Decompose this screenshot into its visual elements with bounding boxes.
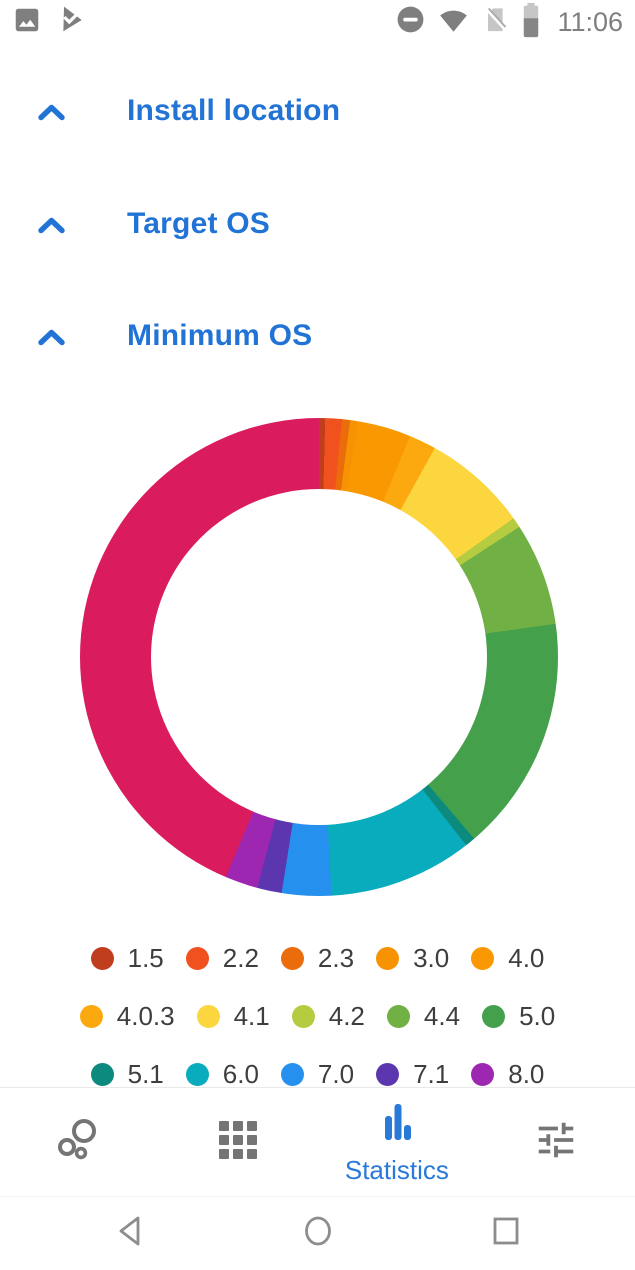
section-target-os[interactable]: Target OS	[0, 207, 635, 243]
status-time: 11:06	[557, 6, 623, 37]
legend-item: 4.0.3	[79, 1000, 175, 1032]
section-title[interactable]: Install location	[127, 94, 341, 127]
legend-color-dot	[471, 946, 495, 970]
section-title[interactable]: Minimum OS	[127, 319, 313, 352]
recents-icon	[491, 1214, 521, 1253]
minimum-os-donut-chart[interactable]	[80, 418, 558, 896]
legend-color-dot	[386, 1004, 410, 1028]
play-protect-icon	[56, 5, 86, 40]
chevron-up-icon[interactable]	[38, 104, 65, 126]
legend-label: 5.0	[519, 1000, 556, 1031]
legend-color-dot	[376, 946, 400, 970]
legend-label: 4.2	[328, 1000, 365, 1031]
legend-label: 4.1	[233, 1000, 270, 1031]
legend-label: 2.2	[222, 942, 259, 973]
android-nav-bar	[0, 1196, 635, 1270]
legend-item: 2.2	[185, 942, 259, 974]
do-not-disturb-icon	[395, 4, 426, 40]
legend-item: 5.0	[482, 1001, 555, 1032]
legend-row: 1.5 2.2 2.3 3.0 4.0	[0, 936, 635, 980]
donut-hole	[151, 489, 487, 825]
legend-label: 4.0.3	[116, 1000, 175, 1031]
legend-item: 4.2	[291, 1000, 365, 1032]
legend-item: 4.1	[196, 1000, 270, 1032]
status-bar-left	[12, 5, 86, 40]
legend-label: 4.0	[508, 942, 545, 973]
legend-item: 8.0	[471, 1059, 544, 1090]
back-button[interactable]	[100, 1204, 160, 1264]
bubble-chart-icon	[55, 1116, 103, 1169]
legend-color-dot	[196, 1004, 220, 1028]
nav-item-settings-tune[interactable]	[476, 1088, 635, 1196]
section-install-location[interactable]: Install location	[0, 94, 635, 130]
wifi-icon	[437, 4, 470, 40]
legend-item: 2.3	[280, 942, 355, 974]
legend-color-dot	[79, 1004, 103, 1028]
legend-label: 5.1	[127, 1058, 164, 1089]
back-icon	[115, 1214, 145, 1253]
legend-item: 7.1	[376, 1059, 449, 1090]
battery-icon	[520, 2, 542, 43]
nav-item-statistics[interactable]: Statistics	[318, 1088, 477, 1196]
status-bar: 11:06	[0, 0, 635, 44]
section-minimum-os[interactable]: Minimum OS	[0, 319, 635, 355]
legend-label: 7.0	[317, 1058, 355, 1089]
legend-color-dot	[471, 1062, 495, 1086]
image-notification-icon	[12, 5, 42, 40]
legend-row: 5.1 6.0 7.0 7.1 8.0	[0, 1052, 635, 1096]
home-button[interactable]	[288, 1204, 348, 1264]
legend-row: 4.0.3 4.1 4.2 4.4 5.0	[0, 994, 635, 1038]
home-icon	[303, 1214, 333, 1253]
legend-label: 1.5	[127, 942, 164, 973]
legend-item: 1.5	[90, 942, 164, 974]
legend-color-dot	[90, 1062, 114, 1086]
bar-chart-icon	[374, 1099, 420, 1150]
nav-item-apps-grid[interactable]	[159, 1088, 318, 1196]
nav-item-bubble-chart[interactable]	[0, 1088, 159, 1196]
section-title[interactable]: Target OS	[127, 207, 270, 240]
legend-label: 3.0	[413, 942, 450, 973]
legend-color-dot	[376, 1062, 400, 1086]
legend-label: 8.0	[508, 1058, 545, 1089]
legend-label: 4.4	[423, 1000, 461, 1031]
legend-label: 6.0	[222, 1058, 259, 1089]
legend-label: 2.3	[317, 942, 355, 973]
legend-item: 5.1	[90, 1058, 164, 1090]
chevron-up-icon[interactable]	[38, 217, 65, 239]
recents-button[interactable]	[476, 1204, 536, 1264]
legend-color-dot	[291, 1004, 315, 1028]
legend-color-dot	[185, 946, 209, 970]
legend-color-dot	[280, 946, 304, 970]
legend-item: 4.0	[471, 943, 544, 974]
chevron-up-icon[interactable]	[38, 329, 65, 351]
legend-item: 3.0	[376, 943, 449, 974]
legend-color-dot	[280, 1062, 304, 1086]
status-bar-right: 11:06	[395, 2, 623, 43]
legend-item: 4.4	[386, 1000, 461, 1032]
legend-color-dot	[185, 1062, 209, 1086]
no-sim-icon	[481, 4, 509, 40]
legend-label: 7.1	[413, 1058, 450, 1089]
tune-icon	[533, 1117, 579, 1168]
bottom-nav: Statistics	[0, 1087, 635, 1196]
apps-grid-icon	[215, 1117, 261, 1168]
legend-item: 6.0	[185, 1058, 259, 1090]
legend-color-dot	[90, 946, 114, 970]
chart-legend: 1.5 2.2 2.3 3.0 4.0 4.0.3 4.1 4.2 4.4 5.0 5.1 6.0 7.…	[0, 936, 635, 1096]
nav-label-statistics: Statistics	[344, 1154, 449, 1185]
legend-color-dot	[482, 1004, 506, 1028]
legend-item: 7.0	[280, 1058, 355, 1090]
